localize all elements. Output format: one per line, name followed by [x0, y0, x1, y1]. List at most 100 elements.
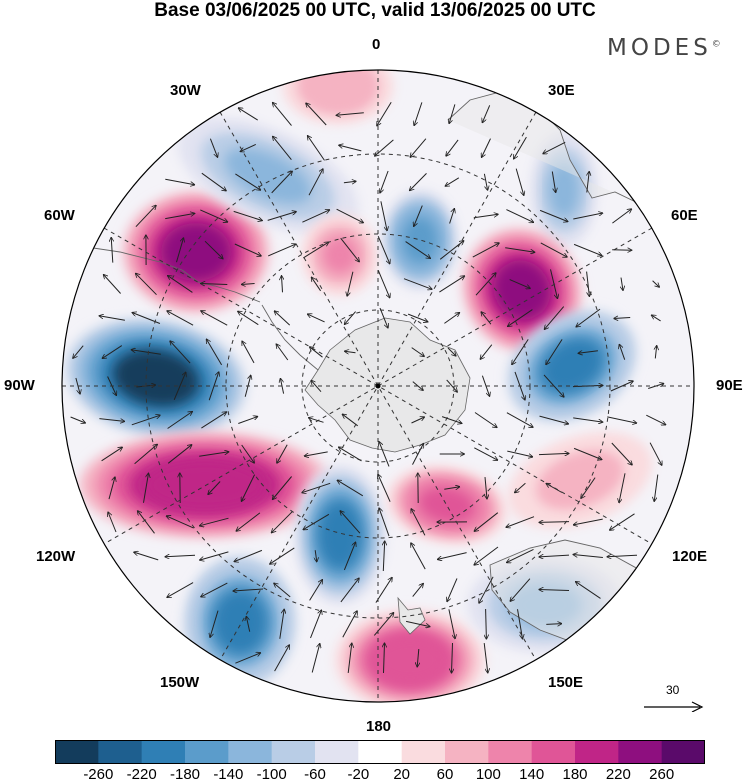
wind-vector — [380, 201, 387, 230]
lon-label-120e: 120E — [672, 548, 708, 565]
wind-vector — [586, 271, 590, 297]
wind-vector — [271, 510, 293, 532]
wind-vector — [483, 643, 488, 673]
anomaly-shade — [224, 148, 312, 204]
anomaly-shade — [374, 636, 446, 684]
lon-label-30w: 30W — [170, 82, 201, 99]
colorbar-bin — [575, 740, 619, 764]
colorbar-bin — [315, 740, 359, 764]
wind-vector — [546, 339, 563, 364]
wind-vector — [304, 451, 328, 456]
wind-vector — [201, 172, 226, 191]
wind-vector — [472, 243, 499, 258]
wind-vector — [268, 244, 296, 257]
wind-vector — [573, 555, 603, 558]
wind-vector — [485, 477, 487, 499]
wind-vector — [303, 242, 328, 259]
lon-label-120w: 120W — [36, 548, 76, 565]
wind-vector — [274, 645, 290, 672]
anomaly-center-high-110w — [80, 432, 330, 538]
wind-vector — [131, 350, 161, 355]
anomaly-shade — [145, 459, 265, 511]
wind-vector — [241, 474, 256, 502]
wind-vector — [474, 512, 499, 532]
wind-vector — [344, 311, 356, 325]
wind-vector — [576, 582, 601, 599]
wind-vector — [486, 608, 487, 639]
wind-vector — [621, 277, 623, 291]
wind-vector — [377, 236, 390, 264]
wind-vector — [165, 213, 195, 220]
wind-vector — [403, 278, 432, 290]
wind-vector — [273, 136, 292, 161]
wind-vector — [446, 139, 459, 156]
wind-vector — [437, 552, 467, 560]
wind-vector — [539, 415, 569, 424]
wind-vector — [176, 238, 184, 263]
wind-vector — [439, 276, 464, 293]
wind-vector — [282, 276, 283, 293]
wind-vector — [444, 487, 459, 490]
wind-vector — [339, 145, 362, 152]
wind-vector — [607, 416, 636, 423]
wind-vector — [379, 508, 390, 537]
wind-vector — [135, 205, 156, 228]
wind-vector — [509, 279, 531, 289]
wind-vector — [551, 171, 555, 193]
wind-vector — [340, 237, 360, 262]
anomaly-center-low-15w-inner — [302, 215, 378, 295]
colorbar-tick-label: -100 — [256, 766, 287, 783]
anomaly-center-high-105e — [508, 432, 652, 528]
wind-vector — [337, 480, 364, 497]
wind-vector — [336, 208, 364, 223]
wind-vector — [309, 580, 323, 601]
wind-vector — [235, 653, 260, 664]
wind-vector — [241, 444, 255, 463]
wind-vector — [233, 589, 264, 591]
meridian-60w-120e — [103, 227, 653, 545]
wind-vector — [619, 344, 626, 360]
wind-vector — [540, 242, 567, 257]
wind-vector — [412, 443, 424, 465]
wind-vector — [619, 473, 626, 502]
wind-vector — [303, 513, 330, 529]
wind-vector — [307, 314, 325, 323]
anomaly-shade — [402, 216, 438, 264]
wind-vector — [449, 104, 456, 123]
wind-vector — [238, 417, 257, 424]
wind-vector — [414, 102, 423, 125]
wind-vector — [339, 447, 362, 462]
reference-vector-label: 30 — [666, 683, 680, 697]
wind-vector — [573, 447, 602, 459]
wind-vector — [134, 444, 158, 465]
wind-vector — [271, 171, 293, 194]
colorbar-tick-label: -140 — [213, 766, 244, 783]
wind-vector — [235, 173, 260, 190]
wind-vector — [452, 642, 453, 673]
wind-vector — [143, 473, 149, 503]
wind-vector — [99, 418, 124, 422]
wind-vector — [447, 578, 458, 601]
lon-label-150w: 150W — [160, 674, 200, 691]
wind-vector — [168, 276, 193, 293]
anomaly-shade — [322, 235, 358, 275]
wind-vector — [587, 172, 589, 193]
wind-vector — [411, 347, 425, 357]
wind-vector — [108, 512, 117, 533]
brand-copyright-mark: © — [711, 39, 721, 50]
wind-vector — [441, 416, 462, 424]
wind-vector — [241, 284, 255, 285]
wind-vector — [201, 311, 228, 326]
wind-vector — [651, 315, 661, 322]
brand-logo: MODES© — [607, 35, 721, 61]
wind-vector — [236, 512, 261, 531]
lon-label-180: 180 — [366, 718, 392, 735]
colorbar-bin — [228, 740, 273, 764]
wind-vector — [375, 577, 392, 603]
wind-vector — [480, 344, 493, 360]
anomaly-shade — [493, 260, 551, 320]
wind-vector — [270, 547, 295, 564]
colorbar-bin — [271, 740, 316, 764]
africa-outline — [447, 91, 641, 205]
wind-vector — [449, 209, 455, 224]
